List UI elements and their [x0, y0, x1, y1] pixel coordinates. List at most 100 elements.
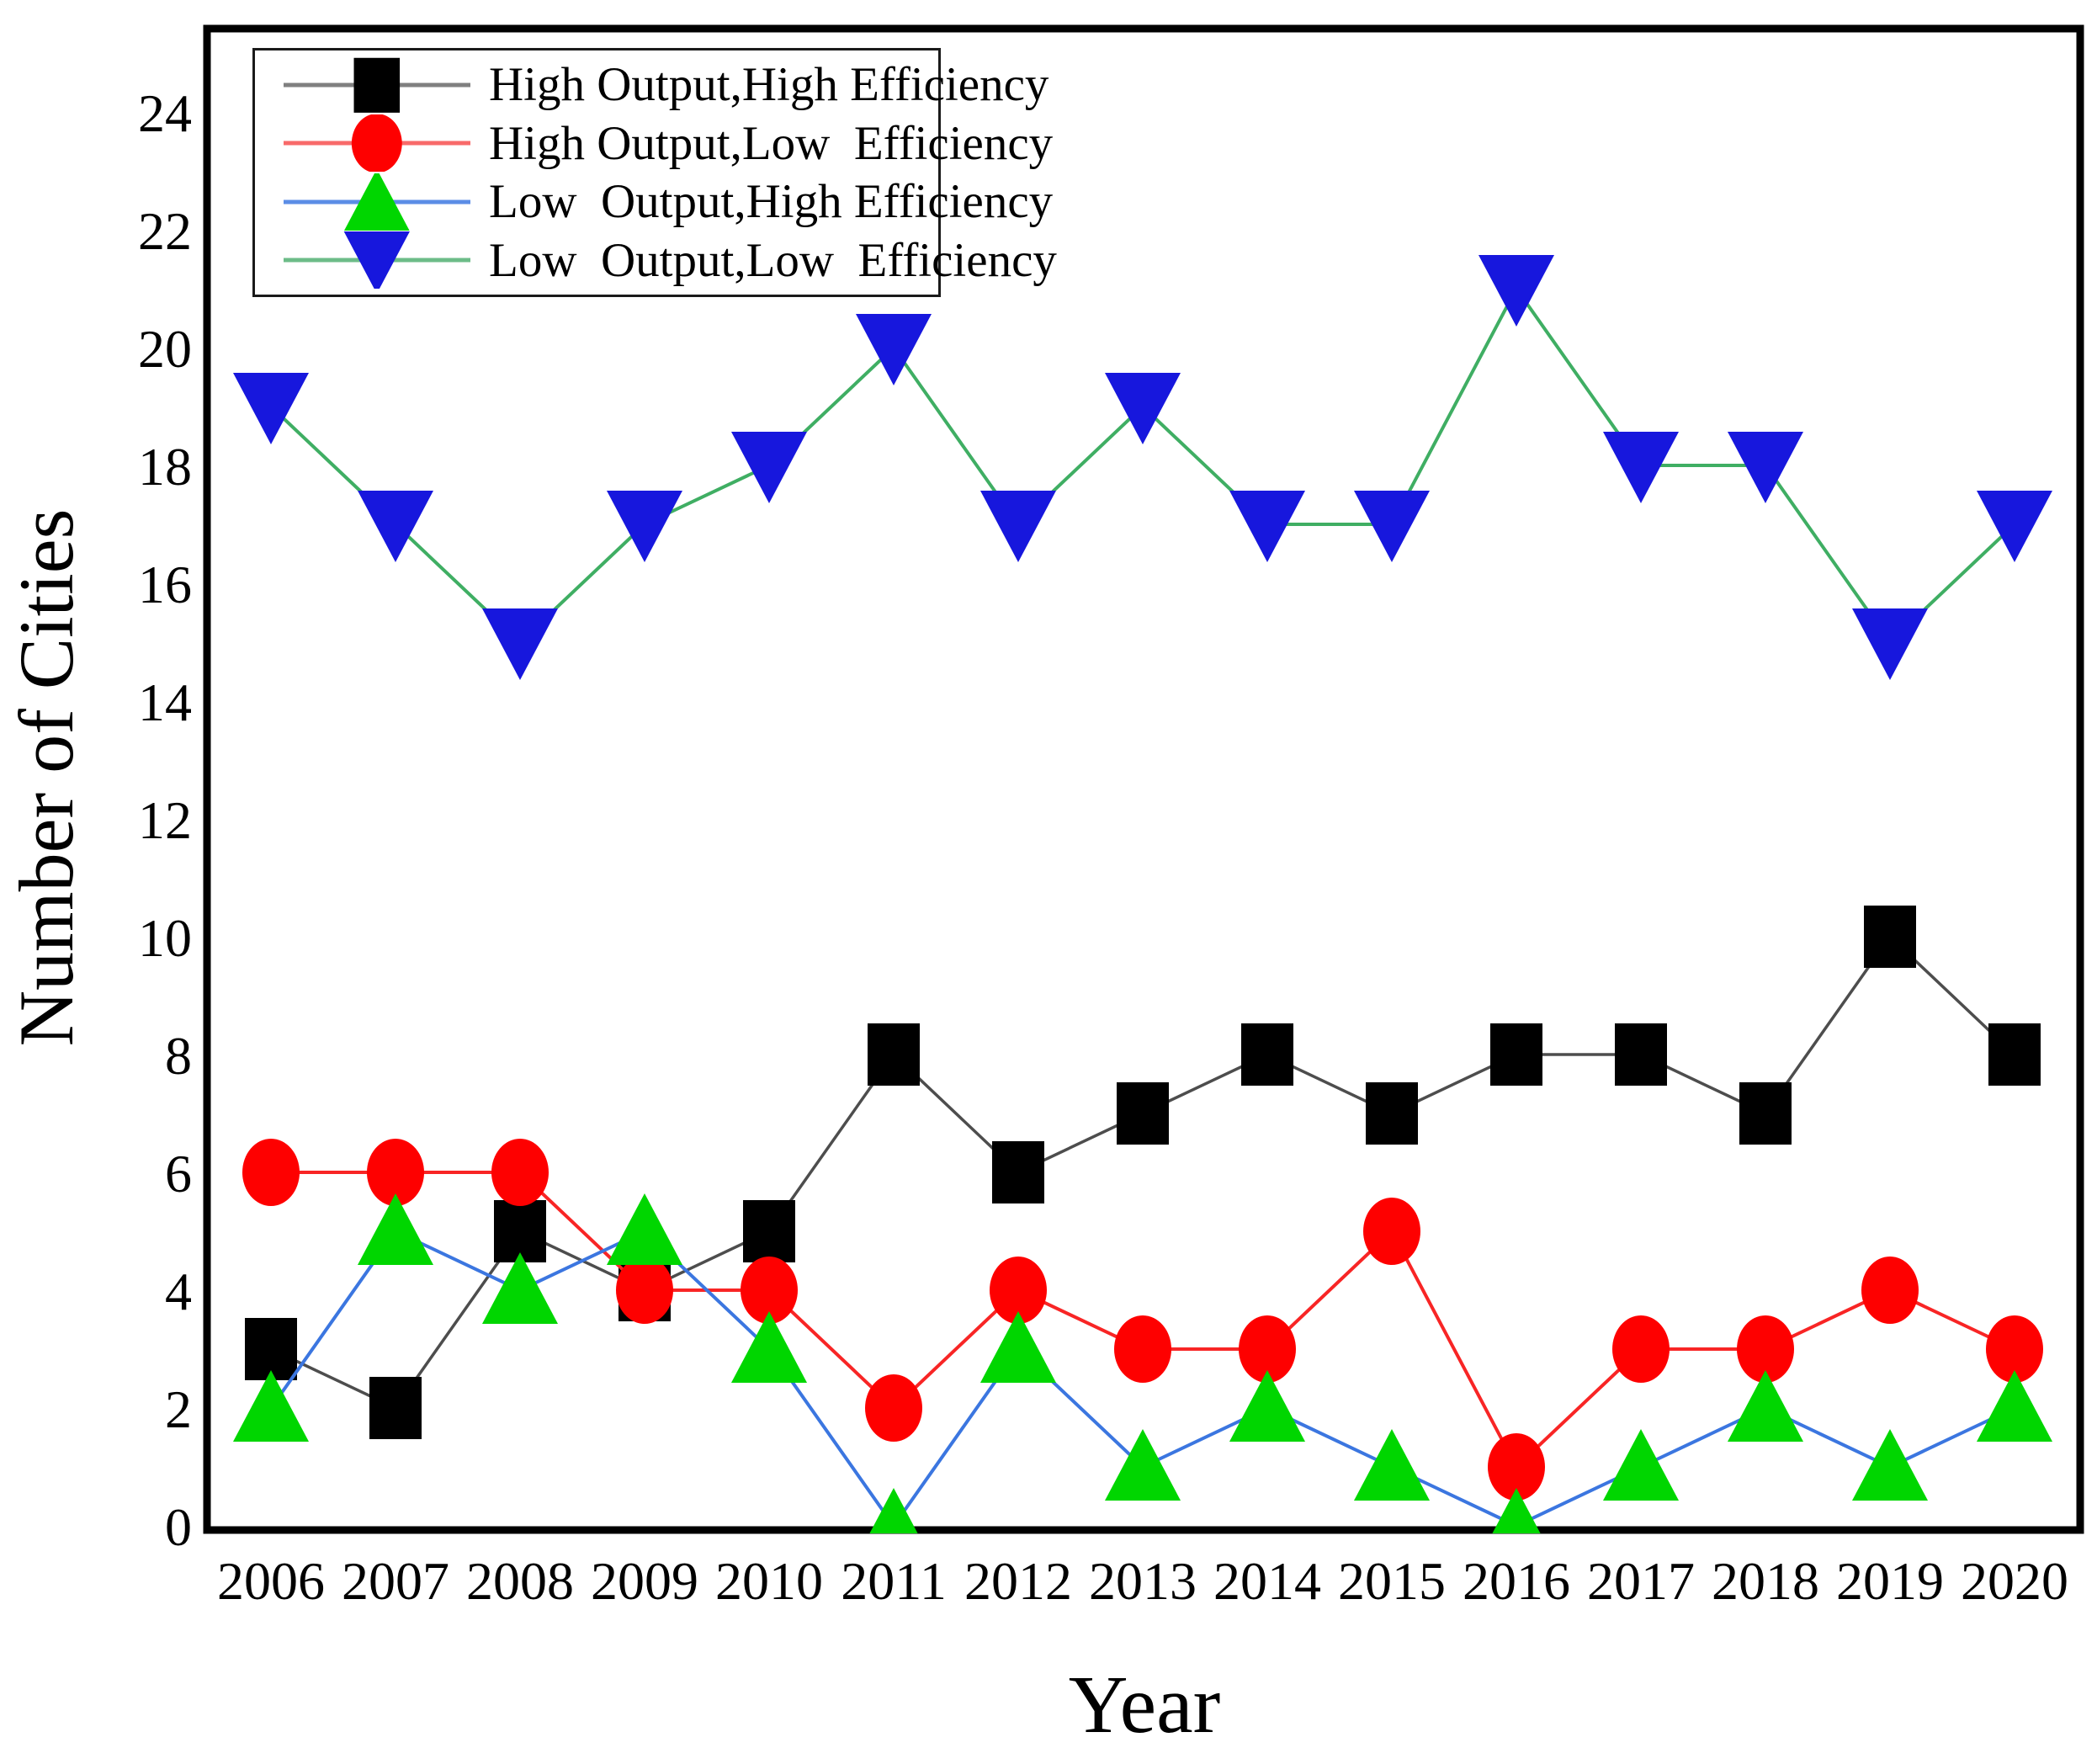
circle-marker [242, 1139, 300, 1206]
legend-sample-marker [351, 114, 402, 173]
x-axis-title: Year [1069, 1660, 1221, 1751]
triangle-down-marker [1479, 255, 1554, 327]
x-tick-label: 2014 [1213, 1551, 1321, 1611]
circle-marker [1114, 1315, 1171, 1383]
circle-marker [351, 114, 402, 173]
x-tick-label: 2018 [1712, 1551, 1819, 1611]
legend-label: Low Output,Low Efficiency [489, 233, 1057, 287]
triangle-up-marker [731, 1311, 807, 1383]
legend-item: Low Output,High Efficiency [277, 173, 1053, 231]
circle-marker [491, 1139, 549, 1206]
circle-marker [1239, 1315, 1296, 1383]
y-tick-label: 0 [165, 1497, 192, 1557]
circle-marker [367, 1139, 424, 1206]
square-marker-icon [284, 57, 470, 113]
triangle-up-marker [358, 1193, 433, 1265]
square-marker [1241, 1023, 1293, 1086]
x-tick-label: 2016 [1463, 1551, 1570, 1611]
triangle-up-marker [1105, 1429, 1181, 1501]
circle-marker [1861, 1257, 1919, 1324]
square-marker [868, 1023, 920, 1086]
y-tick-label: 6 [165, 1144, 192, 1203]
circle-marker [1363, 1198, 1420, 1265]
triangle-down-marker [1852, 608, 1928, 680]
x-tick-label: 2019 [1836, 1551, 1944, 1611]
circle-marker [990, 1257, 1047, 1324]
legend-sample-marker [344, 173, 410, 231]
circle-marker [616, 1257, 673, 1324]
legend-label: High Output,Low Efficiency [489, 116, 1054, 170]
triangle-down-marker [233, 373, 309, 444]
square-marker [494, 1200, 546, 1262]
triangle-up-marker [980, 1311, 1056, 1383]
y-tick-label: 8 [165, 1026, 192, 1086]
legend-item: High Output,Low Efficiency [277, 114, 1053, 173]
legend: High Output,High Efficiency High Output,… [252, 48, 1057, 297]
y-tick-label: 2 [165, 1379, 192, 1439]
x-tick-label: 2017 [1587, 1551, 1695, 1611]
x-tick-label: 2013 [1089, 1551, 1197, 1611]
triangle-down-marker [1105, 373, 1181, 444]
y-tick-label: 20 [138, 319, 192, 379]
square-marker [353, 57, 401, 113]
triangle-down-marker [856, 314, 932, 385]
square-marker [369, 1377, 422, 1439]
triangle-up-marker [607, 1193, 682, 1265]
y-tick-label: 4 [165, 1262, 192, 1321]
circle-marker [1986, 1315, 2043, 1383]
y-tick-label: 10 [138, 908, 192, 968]
triangle-down-marker [1728, 432, 1803, 503]
triangle-down-marker [482, 608, 558, 680]
legend-sample-marker [343, 231, 410, 290]
x-tick-label: 2007 [342, 1551, 449, 1611]
square-marker [743, 1200, 795, 1262]
triangle-up-marker [1728, 1370, 1803, 1442]
y-tick-label: 12 [138, 790, 192, 850]
legend-label: Low Output,High Efficiency [489, 175, 1054, 229]
square-marker [1988, 1023, 2041, 1086]
x-tick-label: 2006 [217, 1551, 325, 1611]
x-tick-label: 2015 [1338, 1551, 1446, 1611]
triangle-up-marker-icon [284, 173, 470, 231]
triangle-down-marker [980, 491, 1056, 562]
triangle-up-marker [1977, 1370, 2052, 1442]
triangle-up-marker [233, 1370, 309, 1442]
triangle-up-marker [1603, 1429, 1679, 1501]
y-tick-label: 18 [138, 437, 192, 497]
square-marker [1739, 1082, 1792, 1145]
x-tick-label: 2008 [466, 1551, 574, 1611]
y-tick-label: 22 [138, 201, 192, 261]
y-tick-label: 24 [138, 83, 192, 143]
square-marker [1615, 1023, 1667, 1086]
series-layer [233, 255, 2052, 1533]
x-tick-label: 2012 [964, 1551, 1072, 1611]
triangle-up-marker [1852, 1429, 1928, 1501]
triangle-down-marker [731, 432, 807, 503]
square-marker [1117, 1082, 1169, 1145]
circle-marker [1737, 1315, 1794, 1383]
legend-label: High Output,High Efficiency [489, 58, 1049, 112]
circle-marker [865, 1374, 922, 1442]
triangle-down-marker [1977, 491, 2052, 562]
triangle-down-marker-icon [284, 231, 470, 290]
circle-marker [1488, 1433, 1545, 1501]
triangle-up-marker [869, 1488, 918, 1533]
triangle-up-marker [482, 1252, 558, 1324]
x-tick-label: 2011 [841, 1551, 947, 1611]
legend-sample-marker [353, 57, 401, 113]
triangle-down-marker [343, 231, 410, 290]
x-tick-label: 2010 [715, 1551, 823, 1611]
triangle-up-marker [1492, 1488, 1541, 1533]
y-axis-title: Number of Cities [3, 509, 89, 1047]
triangle-down-marker [1229, 491, 1305, 562]
circle-marker [1612, 1315, 1670, 1383]
x-tick-label: 2009 [591, 1551, 698, 1611]
triangle-down-marker [1603, 432, 1679, 503]
triangle-down-marker [1354, 491, 1430, 562]
square-marker [1366, 1082, 1418, 1145]
circle-marker [741, 1257, 798, 1324]
square-marker [992, 1141, 1044, 1203]
x-tick-label: 2020 [1961, 1551, 2068, 1611]
